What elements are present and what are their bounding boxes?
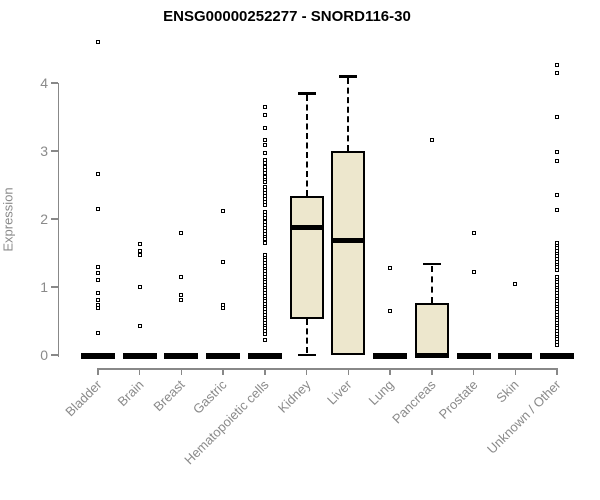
y-tick-label: 4	[40, 75, 48, 91]
collapsed-box-bar	[540, 352, 574, 359]
outlier-point	[96, 206, 100, 211]
collapsed-box-bar	[164, 352, 199, 359]
y-axis-tick	[51, 354, 58, 356]
lower-whisker	[305, 318, 308, 353]
outlier-point	[96, 270, 100, 275]
outlier-point	[555, 63, 559, 68]
outlier-point	[96, 265, 100, 270]
outlier-point	[137, 242, 142, 247]
outlier-point	[179, 274, 184, 279]
median-line	[289, 224, 324, 230]
outlier-point	[555, 342, 559, 347]
outlier-point	[179, 293, 184, 298]
outlier-point	[262, 151, 267, 156]
outlier-point	[96, 278, 100, 283]
y-tick-label: 0	[40, 347, 48, 363]
outlier-point	[262, 202, 267, 207]
outlier-point	[555, 115, 559, 119]
y-axis-tick	[51, 150, 58, 152]
outlier-point	[96, 172, 100, 177]
outlier-point	[96, 306, 100, 311]
outlier-point	[221, 259, 226, 264]
outlier-point	[555, 193, 559, 198]
y-axis-line	[57, 83, 59, 357]
outlier-point	[137, 248, 142, 253]
outlier-point	[388, 308, 393, 313]
outlier-point	[262, 240, 267, 245]
y-axis-tick	[51, 82, 58, 84]
outlier-point	[137, 253, 142, 258]
outlier-point	[262, 125, 267, 130]
upper-whisker	[347, 78, 350, 151]
y-tick-label: 1	[40, 279, 48, 295]
x-axis-tick	[305, 368, 308, 375]
lower-whisker-cap	[297, 353, 316, 356]
x-axis-tick	[389, 368, 391, 375]
outlier-point	[429, 138, 434, 143]
collapsed-box-bar	[122, 352, 157, 359]
x-axis-tick	[431, 368, 433, 375]
box	[414, 303, 449, 355]
y-axis-tick	[51, 218, 58, 220]
outlier-point	[555, 70, 559, 75]
outlier-point	[179, 231, 184, 236]
collapsed-box-bar	[456, 352, 491, 359]
collapsed-box-bar	[247, 352, 282, 359]
x-axis-tick	[556, 368, 558, 375]
box	[289, 195, 324, 319]
outlier-point	[555, 149, 559, 154]
outlier-point	[388, 265, 393, 270]
x-axis-tick	[180, 368, 183, 375]
upper-whisker	[305, 95, 308, 196]
outlier-point	[221, 208, 226, 213]
outlier-point	[555, 208, 559, 213]
outlier-point	[513, 282, 518, 287]
outlier-point	[471, 231, 476, 236]
outlier-point	[555, 268, 559, 272]
x-axis-line	[97, 368, 558, 370]
collapsed-box-bar	[498, 352, 533, 359]
x-axis-tick	[347, 368, 350, 375]
outlier-point	[262, 331, 267, 336]
outlier-point	[262, 338, 267, 343]
x-axis-tick	[138, 368, 141, 375]
median-line	[331, 237, 366, 243]
collapsed-box-bar	[373, 352, 408, 359]
outlier-point	[137, 323, 142, 328]
x-axis-tick	[514, 368, 517, 375]
upper-whisker-cap	[339, 75, 358, 78]
y-axis-label: Expression	[0, 187, 16, 252]
x-axis-tick	[222, 368, 224, 375]
outlier-point	[262, 104, 267, 109]
upper-whisker	[430, 265, 433, 304]
y-tick-label: 2	[40, 211, 48, 227]
outlier-point	[96, 40, 100, 45]
chart-title: ENSG00000252277 - SNORD116-30	[163, 8, 411, 25]
median-line	[414, 352, 449, 358]
y-tick-label: 3	[40, 143, 48, 159]
x-axis-tick	[97, 368, 99, 375]
outlier-point	[262, 112, 267, 117]
outlier-point	[96, 297, 100, 302]
upper-whisker-cap	[422, 262, 441, 266]
outlier-point	[96, 291, 100, 296]
outlier-point	[262, 180, 267, 185]
outlier-point	[262, 138, 267, 143]
outlier-point	[179, 297, 184, 302]
box	[331, 151, 366, 355]
collapsed-box-bar	[81, 352, 115, 359]
outlier-point	[221, 306, 226, 311]
y-axis-tick	[51, 286, 58, 288]
upper-whisker-cap	[297, 92, 316, 95]
outlier-point	[96, 331, 100, 336]
collapsed-box-bar	[206, 352, 241, 359]
x-axis-tick	[264, 368, 266, 375]
outlier-point	[262, 142, 267, 147]
outlier-point	[555, 159, 559, 164]
outlier-point	[471, 270, 476, 275]
x-axis-tick	[472, 368, 475, 375]
outlier-point	[137, 285, 142, 289]
